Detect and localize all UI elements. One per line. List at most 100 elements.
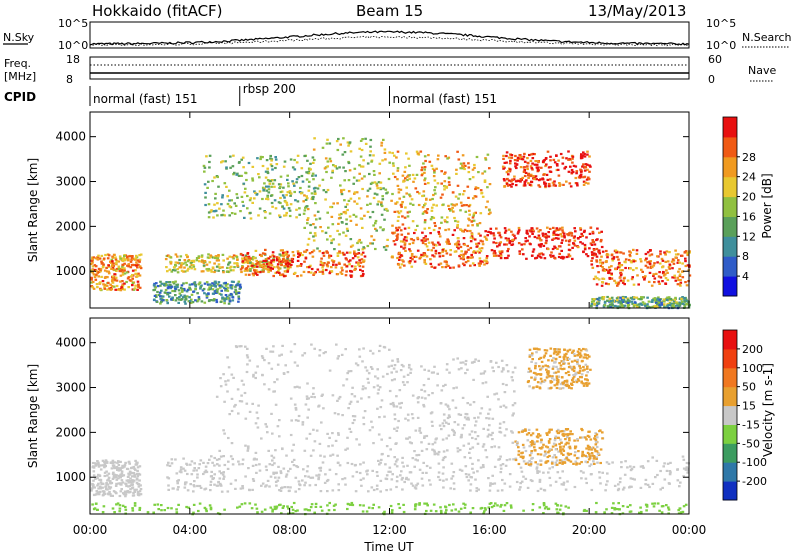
power-cell	[184, 302, 187, 305]
vel-cell	[103, 462, 107, 465]
power-cell	[90, 278, 93, 281]
power-cell	[212, 298, 216, 301]
power-cell	[188, 283, 192, 286]
power-cell	[616, 255, 619, 259]
power-cell	[621, 306, 624, 309]
vel-cell	[560, 441, 563, 444]
power-cell	[347, 179, 351, 182]
power-cell	[464, 252, 467, 255]
vel-cell	[127, 485, 130, 488]
vel-cell	[376, 377, 380, 380]
vel-cell	[105, 470, 108, 473]
vel-cell	[129, 477, 132, 480]
power-cell	[466, 244, 469, 248]
power-cell	[306, 171, 310, 175]
power-cell	[301, 253, 304, 257]
vel-cell	[568, 348, 572, 351]
power-cell	[423, 221, 427, 224]
vel-cell	[406, 373, 410, 376]
power-cell	[511, 240, 514, 243]
vel-cell	[466, 368, 469, 371]
power-cell	[639, 258, 642, 261]
vel-cell	[350, 393, 354, 396]
power-cell	[306, 159, 309, 162]
power-cell	[419, 256, 423, 259]
power-cell	[157, 293, 161, 297]
power-cell	[506, 184, 510, 187]
power-cell	[685, 302, 688, 306]
power-cell	[131, 255, 134, 258]
vel-cell	[585, 374, 588, 377]
power-cell	[383, 151, 387, 154]
vel-cell	[114, 475, 118, 478]
vel-cell	[233, 405, 236, 408]
power-cell	[169, 262, 173, 265]
vel-cell	[469, 447, 472, 450]
vel-cell	[284, 475, 288, 478]
power-cell	[583, 229, 586, 232]
power-cell	[229, 166, 232, 169]
vel-cell	[682, 458, 686, 461]
power-cell	[101, 266, 105, 269]
noise-right-tick-top: 10^5	[706, 17, 736, 30]
power-cell	[359, 275, 363, 278]
vel-cell	[500, 359, 504, 362]
power-cell	[307, 237, 311, 240]
power-cell	[267, 257, 271, 260]
vel-cell	[239, 487, 243, 490]
power-cell	[211, 288, 215, 291]
power-cell	[579, 241, 582, 244]
power-cell	[269, 261, 273, 264]
power-cell	[423, 168, 426, 171]
vel-cell	[289, 433, 293, 437]
power-cell	[268, 263, 271, 266]
vel-cell	[375, 484, 379, 487]
power-cell	[245, 257, 248, 260]
power-cell	[432, 246, 435, 249]
power-cell	[189, 301, 193, 304]
power-cell	[339, 271, 343, 274]
vel-cell	[261, 356, 265, 359]
vel-cell	[579, 356, 582, 359]
power-cell	[599, 258, 602, 262]
vel-cell	[519, 486, 522, 489]
power-cell	[90, 276, 93, 280]
vel-cell	[560, 360, 564, 363]
power-cell	[267, 265, 270, 268]
vel-cell	[468, 451, 471, 454]
power-cell	[190, 293, 194, 296]
power-cell	[302, 212, 306, 215]
vel-cell	[452, 387, 455, 390]
power-cell	[331, 171, 334, 174]
power-cell	[212, 216, 215, 219]
power-cell	[321, 146, 325, 149]
vel-cell	[477, 459, 480, 462]
vel-cell	[338, 395, 342, 399]
power-cell	[358, 147, 361, 150]
vel-cell	[644, 478, 648, 481]
power-cell	[298, 253, 301, 256]
power-cell	[661, 259, 665, 262]
vel-cell	[586, 357, 589, 360]
vel-cell	[120, 479, 124, 482]
power-cell	[195, 259, 199, 262]
power-cell	[630, 300, 634, 303]
power-cell	[434, 249, 438, 252]
vel-cell	[105, 482, 108, 485]
vel-cell	[313, 440, 317, 443]
vel-cell	[344, 348, 347, 351]
vel-cell	[391, 401, 395, 405]
power-cell	[305, 249, 309, 252]
power-cell	[595, 283, 599, 286]
vel-cell	[474, 431, 477, 434]
vel-cell	[305, 397, 309, 400]
vel-cell	[367, 381, 370, 384]
vel-cell	[317, 478, 320, 481]
power-cell	[318, 184, 321, 187]
power-cell	[411, 203, 415, 206]
vel-cell	[420, 449, 424, 452]
vel-cell	[420, 388, 423, 391]
power-cell	[645, 304, 649, 307]
vel-cell	[220, 472, 223, 475]
power-cell	[519, 156, 523, 159]
